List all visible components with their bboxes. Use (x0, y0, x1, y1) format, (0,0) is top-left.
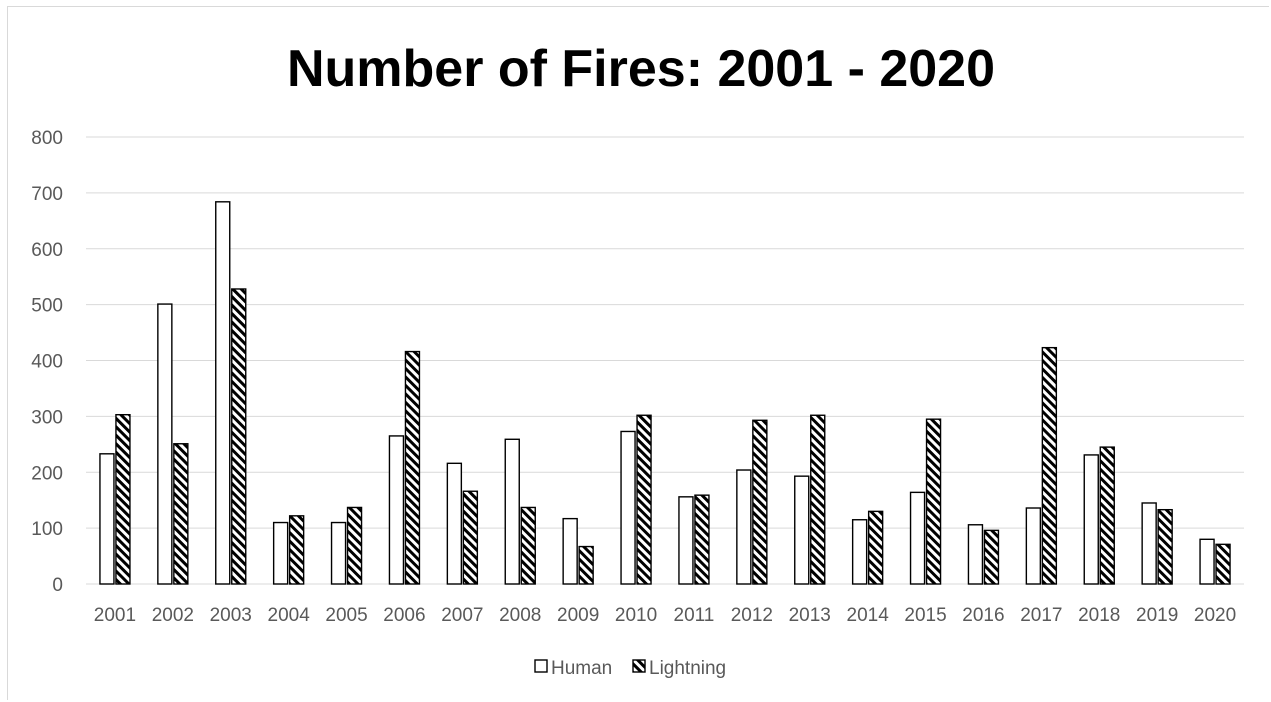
bar-human-2001 (99, 453, 115, 585)
y-tick-label: 700 (31, 184, 63, 205)
x-tick-label: 2011 (674, 605, 715, 626)
bar-human-2016 (967, 524, 984, 585)
bar-lightning-2001 (115, 413, 131, 585)
y-tick-label: 200 (31, 463, 63, 484)
bar-human-2004 (272, 521, 289, 585)
bar-human-2020 (1199, 538, 1215, 585)
bar-layer (99, 201, 1231, 585)
bar-lightning-2011 (694, 494, 710, 585)
x-tick-label: 2009 (557, 605, 599, 626)
legend: Human Lightning (534, 658, 726, 679)
bar-human-2015 (909, 491, 926, 585)
bar-lightning-2012 (752, 419, 768, 585)
bar-lightning-2014 (867, 510, 884, 585)
bar-human-2011 (678, 496, 694, 585)
x-tick-label: 2005 (325, 605, 367, 626)
x-tick-label: 2017 (1020, 605, 1062, 626)
x-tick-label: 2006 (383, 605, 425, 626)
bar-lightning-2019 (1157, 508, 1173, 585)
legend-lightning-swatch (632, 659, 646, 673)
chart-title: Number of Fires: 2001 - 2020 (287, 40, 995, 98)
bar-human-2009 (562, 517, 578, 585)
bar-human-2003 (215, 201, 231, 585)
bar-human-2010 (620, 430, 636, 585)
bar-human-2006 (388, 435, 405, 585)
x-tick-label: 2018 (1078, 605, 1120, 626)
chart-svg: Number of Fires: 2001 - 2020 0 100 200 300 4… (31, 40, 1244, 679)
bar-lightning-2009 (578, 545, 594, 585)
y-tick-label: 300 (31, 407, 63, 428)
bar-human-2017 (1025, 507, 1042, 585)
x-tick-label: 2004 (268, 605, 311, 626)
bar-human-2014 (851, 519, 868, 585)
y-tick-label: 600 (31, 240, 63, 261)
bar-human-2012 (736, 469, 752, 585)
bar-lightning-2007 (462, 490, 479, 585)
bar-lightning-2002 (173, 443, 189, 585)
bar-lightning-2013 (810, 414, 826, 585)
y-tick-label: 400 (31, 352, 63, 373)
x-tick-label: 2002 (152, 605, 194, 626)
x-tick-label: 2012 (731, 605, 773, 626)
x-tick-label: 2014 (847, 605, 890, 626)
grid-layer (86, 136, 1244, 585)
x-tick-label: 2019 (1136, 605, 1178, 626)
legend-lightning-label: Lightning (649, 658, 726, 679)
legend-human-label: Human (551, 658, 612, 679)
bar-human-2007 (446, 462, 463, 585)
bar-lightning-2006 (404, 350, 421, 585)
x-tick-label: 2003 (210, 605, 252, 626)
bar-human-2019 (1141, 502, 1157, 585)
x-tick-label: 2020 (1194, 605, 1236, 626)
bar-human-2008 (504, 438, 520, 585)
x-tick-label: 2008 (499, 605, 541, 626)
bar-lightning-2004 (288, 515, 305, 585)
bar-human-2005 (330, 521, 347, 585)
x-tick-label: 2016 (962, 605, 1004, 626)
bar-human-2018 (1083, 454, 1099, 585)
bar-lightning-2020 (1215, 543, 1231, 585)
bar-lightning-2008 (520, 506, 536, 585)
y-tick-label: 800 (31, 128, 63, 149)
bar-lightning-2015 (925, 418, 942, 585)
x-tick-label: 2007 (441, 605, 483, 626)
x-tick-label: 2010 (615, 605, 657, 626)
bar-lightning-2017 (1041, 346, 1058, 585)
y-tick-label: 0 (52, 575, 63, 596)
x-tick-label: 2015 (904, 605, 946, 626)
x-axis-ticks: 2001 2002 2003 2004 2005 2006 2007 2008 2009 2010… (94, 605, 1236, 626)
bar-lightning-2003 (231, 288, 247, 585)
bar-human-2002 (157, 303, 173, 585)
bar-lightning-2016 (983, 529, 1000, 585)
x-tick-label: 2001 (94, 605, 136, 626)
y-tick-label: 500 (31, 296, 63, 317)
y-tick-label: 100 (31, 519, 63, 540)
bar-lightning-2018 (1099, 446, 1115, 585)
chart-frame: Number of Fires: 2001 - 2020 0 100 200 300 4… (7, 6, 1269, 700)
y-axis-ticks: 0 100 200 300 400 500 600 700 800 (31, 128, 63, 596)
legend-human-swatch (534, 659, 548, 673)
bar-lightning-2005 (346, 506, 363, 585)
bar-human-2013 (794, 475, 810, 585)
x-tick-label: 2013 (789, 605, 831, 626)
bar-lightning-2010 (636, 414, 652, 585)
